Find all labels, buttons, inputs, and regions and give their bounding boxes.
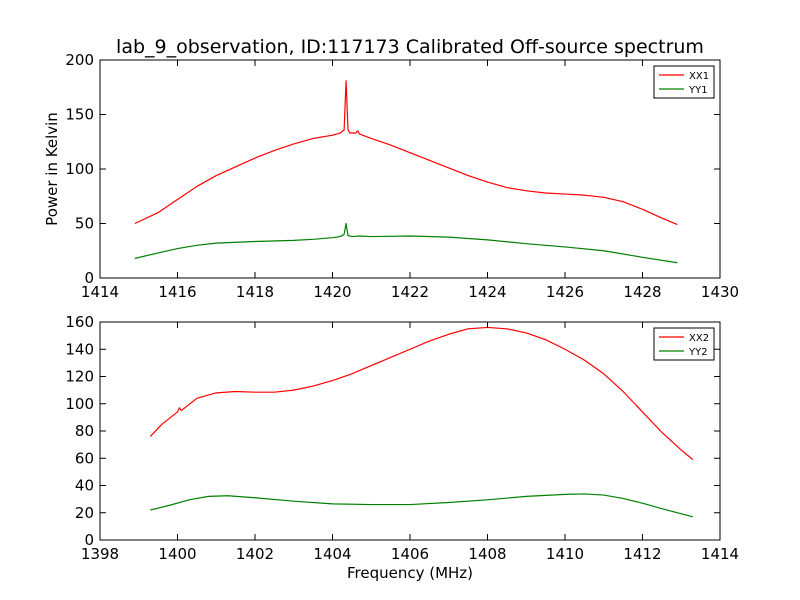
legend-frame bbox=[653, 65, 715, 99]
legend-label-yy2: YY2 bbox=[688, 347, 708, 358]
x-tick-label: 1428 bbox=[623, 283, 661, 301]
x-tick-label: 1418 bbox=[236, 283, 274, 301]
series-line-yy1 bbox=[134, 222, 678, 264]
charts-layer: 1414 1416 1418 1420 1422 1424 1426 1428 1430 0 50 1… bbox=[43, 51, 739, 582]
x-tick-label: 1422 bbox=[391, 283, 429, 301]
x-tick-label: 1412 bbox=[623, 545, 661, 563]
x-tick-label: 1400 bbox=[158, 545, 196, 563]
x-tick-label: 1426 bbox=[546, 283, 584, 301]
x-tick-label: 1430 bbox=[701, 283, 739, 301]
y-tick-label: 80 bbox=[75, 422, 94, 440]
series-line-xx2 bbox=[149, 326, 694, 461]
x-tick-label: 1424 bbox=[468, 283, 506, 301]
y-tick-label: 0 bbox=[84, 269, 94, 287]
y-tick-label: 60 bbox=[75, 449, 94, 467]
y-tick-label: 200 bbox=[65, 51, 94, 69]
legend-label-yy1: YY1 bbox=[688, 85, 708, 96]
x-tick-label: 1410 bbox=[546, 545, 584, 563]
y-tick-label: 150 bbox=[65, 106, 94, 124]
series-line-yy2 bbox=[150, 493, 694, 518]
y-axis-label: Power in Kelvin bbox=[43, 112, 61, 226]
y-tick-label: 100 bbox=[65, 160, 94, 178]
x-tick-label: 1398 bbox=[81, 545, 119, 563]
y-tick-label: 50 bbox=[75, 215, 94, 233]
x-tick-label: 1408 bbox=[468, 545, 506, 563]
y-tick-label: 120 bbox=[65, 368, 94, 386]
chart-title: lab_9_observation, ID:117173 Calibrated … bbox=[116, 36, 704, 58]
y-tick-label: 160 bbox=[65, 313, 94, 331]
chart-1: 1414 1416 1418 1420 1422 1424 1426 1428 1430 0 50 1… bbox=[43, 51, 739, 301]
y-tick-label: 140 bbox=[65, 340, 94, 358]
legend-label-xx1: XX1 bbox=[689, 71, 709, 82]
y-tick-label: 20 bbox=[75, 504, 94, 522]
x-tick-label: 1416 bbox=[158, 283, 196, 301]
legend-frame bbox=[653, 327, 715, 361]
x-tick-label: 1414 bbox=[701, 545, 739, 563]
x-tick-label: 1420 bbox=[313, 283, 351, 301]
series-line-xx1 bbox=[134, 80, 678, 226]
y-tick-label: 100 bbox=[65, 395, 94, 413]
x-axis-label: Frequency (MHz) bbox=[347, 564, 473, 582]
y-tick-label: 40 bbox=[75, 477, 94, 495]
chart-2: 1398 1400 1402 1404 1406 1408 1410 1412 1414 0 20 4… bbox=[65, 313, 739, 582]
x-tick-label: 1414 bbox=[81, 283, 119, 301]
y-tick-label: 0 bbox=[84, 531, 94, 549]
x-tick-label: 1406 bbox=[391, 545, 429, 563]
legend-label-xx2: XX2 bbox=[689, 333, 709, 344]
x-tick-label: 1402 bbox=[236, 545, 274, 563]
x-tick-label: 1404 bbox=[313, 545, 351, 563]
